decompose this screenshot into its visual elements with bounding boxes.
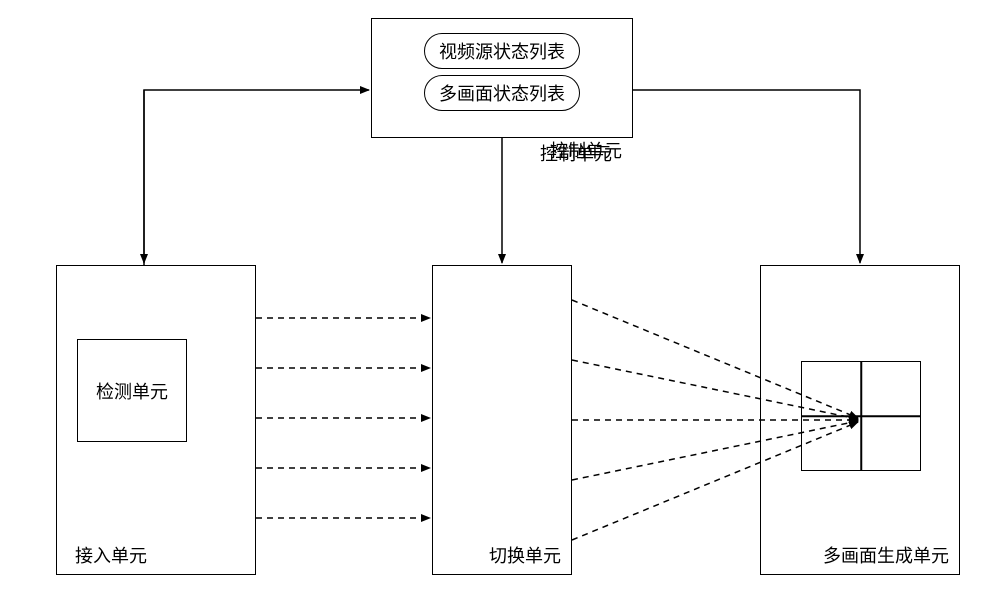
- arrow-access-to-control: [144, 90, 369, 265]
- control-unit-caption: 控制单元: [540, 140, 612, 166]
- multiview-grid-icon: [801, 361, 921, 471]
- switch-unit-label: 切换单元: [489, 542, 561, 568]
- multiview-unit-box: 多画面生成单元: [760, 265, 960, 575]
- detection-unit-box: 检测单元: [77, 339, 187, 442]
- diagram-canvas: 视频源状态列表 多画面状态列表 控制单元 控制单元 检测单元 接入单元 切换单元…: [0, 0, 1000, 602]
- control-unit-box: 视频源状态列表 多画面状态列表 控制单元: [371, 18, 633, 138]
- video-source-status-list-pill: 视频源状态列表: [424, 33, 580, 69]
- access-unit-box: 检测单元 接入单元: [56, 265, 256, 575]
- multiview-unit-label: 多画面生成单元: [823, 542, 949, 568]
- pill-label: 多画面状态列表: [439, 84, 565, 104]
- switch-unit-box: 切换单元: [432, 265, 572, 575]
- access-unit-label: 接入单元: [75, 542, 147, 568]
- arrow-control-to-multiview: [633, 90, 860, 263]
- detection-unit-label: 检测单元: [96, 378, 168, 404]
- multiview-status-list-pill: 多画面状态列表: [424, 75, 580, 111]
- pill-label: 视频源状态列表: [439, 42, 565, 62]
